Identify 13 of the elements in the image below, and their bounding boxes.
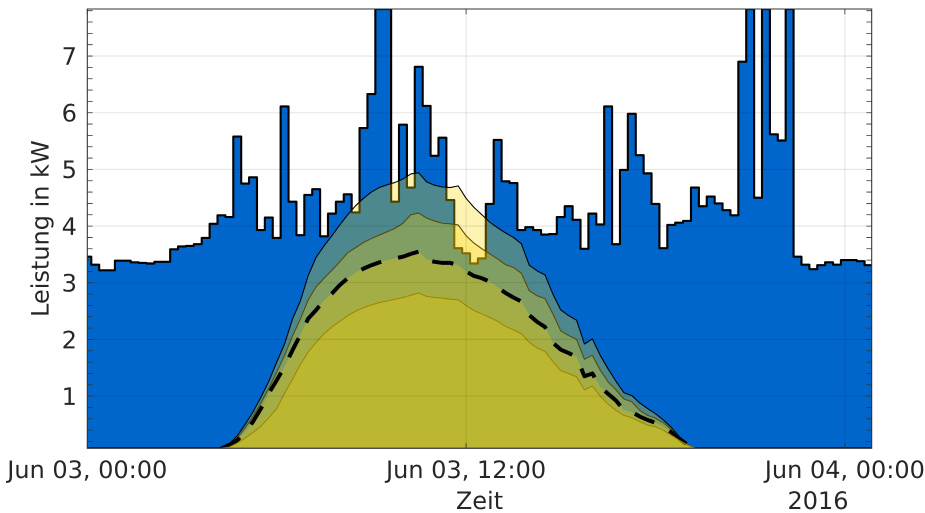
y-tick-label: 3	[63, 274, 75, 292]
y-tick-label: 7	[64, 47, 75, 65]
y-tick-label: 6	[63, 104, 76, 122]
x-axis-title: Zeit	[456, 490, 503, 510]
x-tick-label: Jun 03, 12:00	[384, 460, 545, 483]
y-axis-title: Leistung in kW	[30, 141, 54, 315]
y-tick-label: 2	[63, 330, 75, 348]
text: 2016	[789, 491, 848, 510]
x-tick-label: Jun 03, 00:00	[6, 460, 166, 483]
y-tick-label: 4	[62, 217, 76, 235]
y-tick-label: 5	[64, 160, 75, 178]
x-tick-label: Jun 04, 00:00	[764, 460, 924, 483]
y-tick-label: 1	[64, 387, 75, 405]
